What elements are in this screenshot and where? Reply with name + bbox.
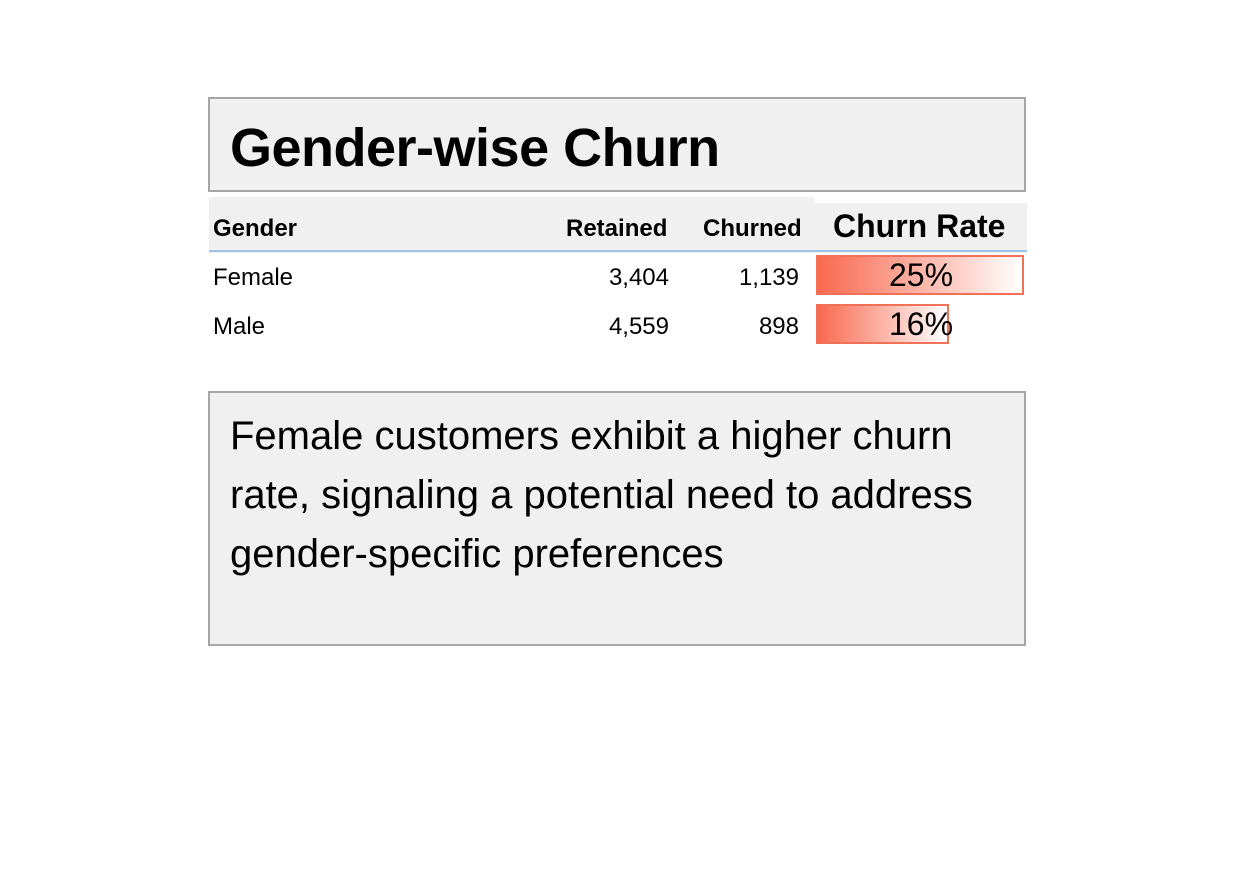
row-male-churn-rate-cell: 16% [816,304,1026,344]
row-female-retained: 3,404 [608,264,669,291]
row-female-churn-rate: 25% [888,257,954,293]
header-divider [209,250,1027,252]
header-background [209,197,814,253]
page-title: Gender-wise Churn [230,118,720,178]
column-header-churn-rate: Churn Rate [833,208,1006,244]
churn-table: Gender Retained Churned Churn Rate Femal… [209,197,1027,357]
row-female-churned: 1,139 [738,264,799,291]
row-male-gender: Male [213,313,266,340]
column-header-gender: Gender [213,215,298,242]
row-male-retained: 4,559 [608,313,669,340]
column-header-retained: Retained [566,215,668,242]
row-female-churn-rate-cell: 25% [816,255,1026,295]
row-male-churn-rate: 16% [888,306,954,342]
churn-rate-bar [816,255,1024,295]
insight-text: Female customers exhibit a higher churn … [230,414,973,576]
row-male-churned: 898 [758,313,799,340]
row-female-gender: Female [213,264,294,291]
insight-box: Female customers exhibit a higher churn … [208,391,1026,646]
title-box: Gender-wise Churn [208,97,1026,192]
churn-rate-header-background [814,203,1027,253]
column-header-churned: Churned [703,215,802,242]
churn-rate-bar [816,304,949,344]
